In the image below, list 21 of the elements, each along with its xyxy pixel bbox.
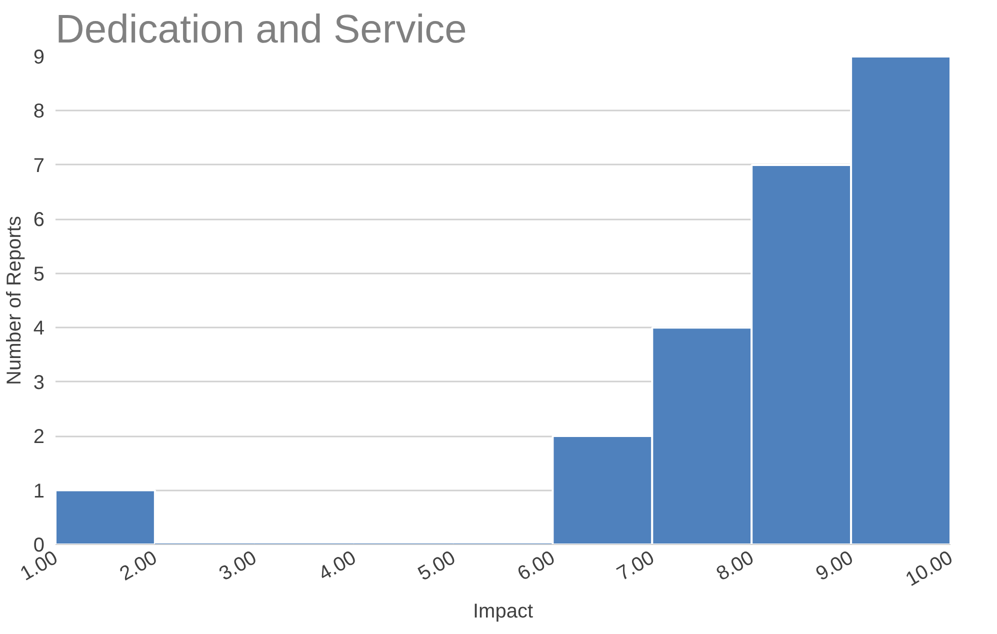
y-tick-label: 4	[33, 318, 44, 340]
y-tick-label: 9	[33, 46, 44, 68]
x-tick-label: 9.00	[812, 546, 858, 586]
x-axis-title: Impact	[472, 600, 534, 623]
x-tick-label: 7.00	[613, 546, 658, 586]
x-tick-label: 8.00	[712, 546, 758, 586]
chart-title: Dedication and Service	[56, 8, 467, 52]
y-tick-label: 1	[33, 480, 44, 502]
x-tick-label: 3.00	[216, 546, 260, 586]
x-tick-label: 2.00	[116, 546, 161, 586]
x-tick-label: 5.00	[414, 546, 460, 586]
y-tick-label: 6	[33, 209, 44, 232]
y-tick-label: 5	[33, 263, 44, 286]
y-tick-label: 7	[33, 154, 44, 177]
y-tick-label: 0	[33, 534, 44, 556]
x-tick-label: 4.00	[315, 546, 360, 586]
y-tick-label: 8	[33, 100, 44, 123]
x-tick-label: 6.00	[514, 546, 559, 586]
y-tick-label: 2	[33, 426, 44, 448]
y-axis-title: Number of Reports	[3, 216, 26, 385]
y-tick-label: 3	[33, 372, 44, 394]
